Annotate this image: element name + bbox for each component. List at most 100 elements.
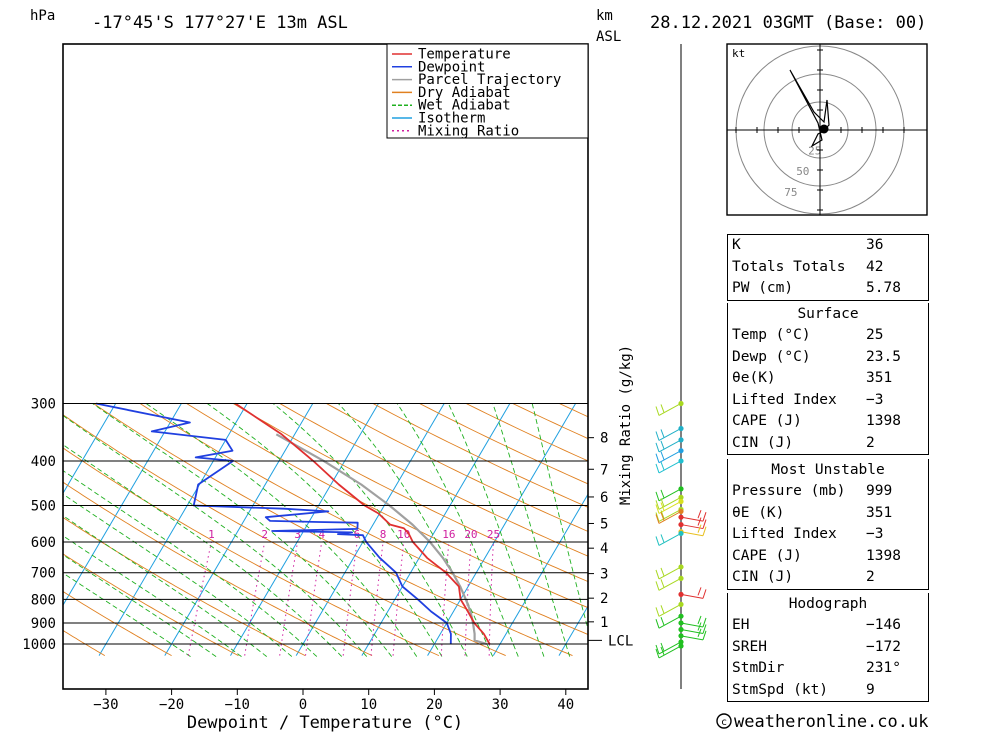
wet-adiabat-line <box>63 414 368 657</box>
wind-barb <box>658 488 682 502</box>
x-tick-label: 40 <box>557 697 574 713</box>
wind-barb <box>658 439 682 453</box>
wind-barb-flag <box>660 461 665 471</box>
most-unstable-title: Most Unstable <box>771 462 885 478</box>
legend-entry: Mixing Ratio <box>418 123 519 139</box>
surface-table: Surface Temp (°C) 25 Dewp (°C) 23.5 θe(K) 3… <box>727 303 929 455</box>
wind-barb-flag <box>702 519 707 529</box>
asl-label: ASL <box>596 29 621 45</box>
hodograph-row: StmSpd (kt) 9 <box>732 681 875 698</box>
wind-barb-flag <box>655 648 660 659</box>
mixing-ratio-label: 25 <box>487 528 500 541</box>
wind-barb-flag <box>660 404 665 413</box>
hodograph-trace <box>789 69 830 148</box>
dewpoint-line <box>95 402 452 645</box>
mixing-ratio-line <box>488 541 494 656</box>
hodograph: kt 25 50 75 <box>726 43 928 216</box>
mixing-ratio-line <box>370 541 384 656</box>
most-unstable-row: Pressure (mb) 999 <box>732 483 893 499</box>
wind-barb <box>658 577 682 591</box>
dry-adiabat-line <box>63 481 373 657</box>
wind-barb-flag <box>660 429 665 438</box>
wind-barb <box>658 460 682 474</box>
wet-adiabat-line <box>63 535 242 657</box>
site-name: weatheronline.co.uk <box>734 712 928 732</box>
km-tick-label: 3 <box>600 567 608 583</box>
mixing-ratio-label: 3 <box>294 528 301 541</box>
hodograph-row: StmDir 231° <box>732 660 901 676</box>
hodograph-ring-label: 50 <box>796 165 809 178</box>
wind-barb-flag <box>660 579 665 588</box>
km-tick-label: 2 <box>600 591 608 607</box>
x-tick-label: 0 <box>299 697 307 713</box>
pressure-label: 1000 <box>22 637 56 653</box>
wind-barb-flag <box>660 605 665 614</box>
dry-adiabat-line <box>186 403 588 609</box>
pressure-label: 700 <box>31 566 56 582</box>
x-axis-label: Dewpoint / Temperature (°C) <box>187 713 463 733</box>
isotherm-line <box>492 493 588 656</box>
wind-barb-flag <box>702 589 707 599</box>
wet-adiabat-line <box>396 403 519 657</box>
hodograph-ring-label: 75 <box>784 186 797 199</box>
wind-barb <box>658 645 682 659</box>
dry-adiabat-line <box>139 403 588 635</box>
wet-adiabat-line <box>63 554 217 657</box>
km-tick-label: 4 <box>600 541 608 557</box>
x-tick-label: 20 <box>426 697 443 713</box>
wind-barb-flag <box>655 581 660 591</box>
mixing-ratio-label: 1 <box>208 528 215 541</box>
plot-frame <box>62 43 589 690</box>
most-unstable-row: Lifted Index −3 <box>732 526 884 542</box>
wet-adiabat-line <box>531 403 588 631</box>
copyright-icon <box>716 713 732 729</box>
isotherm-line <box>295 403 445 656</box>
legend-entry: Parcel Trajectory <box>418 72 561 88</box>
isotherm-line <box>164 403 314 656</box>
wind-barb-flag <box>702 526 707 536</box>
wind-barb-flag <box>660 510 665 519</box>
wet-adiabat-line <box>63 572 191 657</box>
wind-barb-flag <box>697 517 702 526</box>
x-tick-label: −20 <box>159 697 184 713</box>
wind-barb <box>658 450 682 464</box>
x-tick-label: 30 <box>492 697 509 713</box>
wind-barb <box>658 603 682 617</box>
wind-barb-flag <box>655 431 660 441</box>
isotherm-line <box>63 403 182 607</box>
km-tick-label: 1 <box>600 615 608 631</box>
dry-adiabat-line <box>279 403 588 557</box>
wind-barb-flag <box>660 498 665 507</box>
hodograph-row: SREH −172 <box>732 638 901 655</box>
wind-barb-flag <box>655 644 660 655</box>
wind-barb-flag <box>655 500 660 510</box>
hodograph-title: Hodograph <box>788 596 868 612</box>
wind-barb-flag <box>655 512 660 522</box>
index-row-totals: Totals Totals 42 <box>732 258 884 275</box>
wind-barb-flag <box>697 615 702 625</box>
wind-barb-flag <box>702 512 707 522</box>
surface-title: Surface <box>797 306 859 322</box>
wet-adiabat-line <box>272 403 468 657</box>
most-unstable-row: θE (K) 351 <box>732 504 893 521</box>
wet-adiabat-line <box>92 403 393 657</box>
wind-barb-flag <box>660 489 665 499</box>
hodograph-table: Hodograph EH −146 SREH −172 StmDir 231° Stm… <box>727 593 929 702</box>
surface-row: Dewp (°C) 23.5 <box>732 348 901 365</box>
mixing-ratio-line <box>187 541 212 656</box>
wet-adiabat-line <box>447 403 545 657</box>
wind-barb-flag <box>655 406 660 416</box>
wind-barb-flag <box>702 617 707 628</box>
wind-barb-flag <box>697 622 702 631</box>
wind-barb-flag <box>655 463 660 474</box>
legend-entry: Temperature <box>418 47 511 63</box>
hodograph-unit: kt <box>732 47 745 60</box>
wind-barb-flag <box>655 514 660 524</box>
pressure-unit: hPa <box>30 8 55 24</box>
wind-barb <box>658 566 682 580</box>
pressure-label: 500 <box>31 499 56 515</box>
run-datetime: 28.12.2021 03GMT (Base: 00) <box>650 13 926 33</box>
km-tick-label: 7 <box>600 462 608 478</box>
index-row-pw: PW (cm) 5.78 <box>732 280 901 296</box>
